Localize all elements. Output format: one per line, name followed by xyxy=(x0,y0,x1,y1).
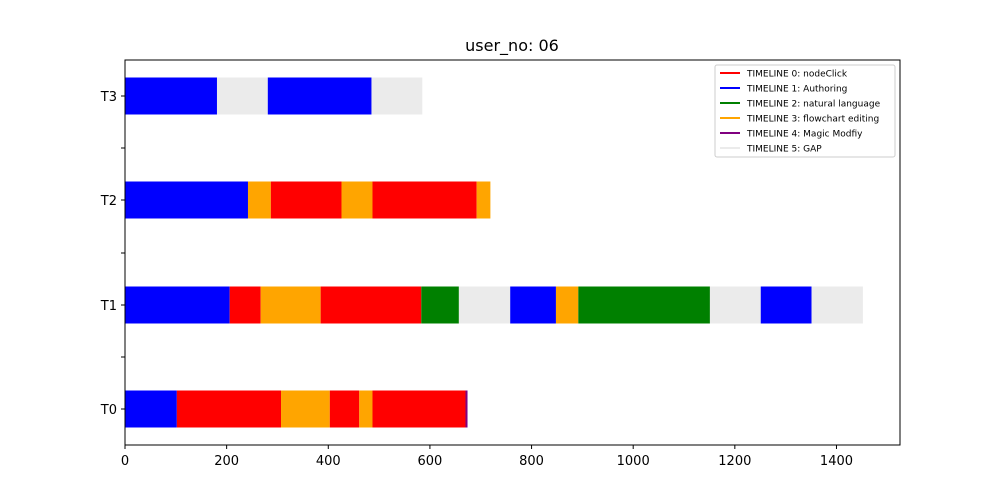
bar-segment-t1-2 xyxy=(260,286,321,324)
legend-label: TIMELINE 2: natural language xyxy=(746,100,881,110)
bars-layer xyxy=(125,77,863,428)
bar-segment-t1-1 xyxy=(229,286,261,324)
legend-label: TIMELINE 1: Authoring xyxy=(746,85,847,95)
x-tick-label: 400 xyxy=(316,454,341,469)
legend-label: TIMELINE 4: Magic Modfiy xyxy=(746,130,863,140)
y-tick-label: T3 xyxy=(100,90,117,105)
x-tick-label: 800 xyxy=(519,454,544,469)
bar-segment-t2-3 xyxy=(341,181,373,219)
x-tick-label: 600 xyxy=(418,454,443,469)
legend-label: TIMELINE 5: GAP xyxy=(746,145,822,155)
y-tick-label: T2 xyxy=(100,194,117,209)
bar-segment-t0-4 xyxy=(359,390,373,428)
bar-segment-t2-1 xyxy=(247,181,271,219)
x-tick-label: 0 xyxy=(121,454,129,469)
legend: TIMELINE 0: nodeClick TIMELINE 1: Authori… xyxy=(714,64,896,158)
bar-segment-t3-3 xyxy=(371,77,423,115)
x-tick-label: 1200 xyxy=(718,454,751,469)
bar-segment-t1-0 xyxy=(125,286,230,324)
x-tick-label: 200 xyxy=(214,454,239,469)
bar-segment-t1-7 xyxy=(555,286,579,324)
bar-segment-t2-0 xyxy=(125,181,248,219)
bar-segment-t0-0 xyxy=(125,390,177,428)
bar-segment-t0-5 xyxy=(372,390,466,428)
axes-layer: 0 200 400 600 800 1000 1200 1400 T0 T1 T2 T3 xyxy=(100,59,901,469)
bar-segment-t2-2 xyxy=(270,181,342,219)
bar-segment-t0-2 xyxy=(281,390,330,428)
bar-segment-t1-3 xyxy=(320,286,422,324)
y-tick-label: T0 xyxy=(100,403,117,418)
bar-segment-t0-3 xyxy=(329,390,360,428)
legend-label: TIMELINE 3: flowchart editing xyxy=(746,115,879,125)
bar-segment-t1-8 xyxy=(578,286,710,324)
y-tick-label: T1 xyxy=(100,299,117,314)
bar-segment-t3-1 xyxy=(216,77,268,115)
bar-segment-t1-11 xyxy=(811,286,863,324)
bar-segment-t1-6 xyxy=(510,286,556,324)
bar-segment-t3-0 xyxy=(125,77,217,115)
bar-segment-t0-1 xyxy=(176,390,282,428)
bar-segment-t1-10 xyxy=(760,286,812,324)
x-tick-label: 1400 xyxy=(820,454,853,469)
bar-segment-t0-6 xyxy=(465,390,468,428)
legend-label: TIMELINE 0: nodeClick xyxy=(746,70,848,80)
x-tick-label: 1000 xyxy=(617,454,650,469)
bar-segment-t3-2 xyxy=(267,77,372,115)
chart-title: user_no: 06 xyxy=(465,36,559,56)
bar-segment-t1-5 xyxy=(458,286,511,324)
bar-segment-t2-5 xyxy=(476,181,491,219)
bar-segment-t2-4 xyxy=(372,181,477,219)
bar-segment-t1-9 xyxy=(709,286,761,324)
bar-segment-t1-4 xyxy=(421,286,459,324)
legend-box xyxy=(714,64,896,158)
